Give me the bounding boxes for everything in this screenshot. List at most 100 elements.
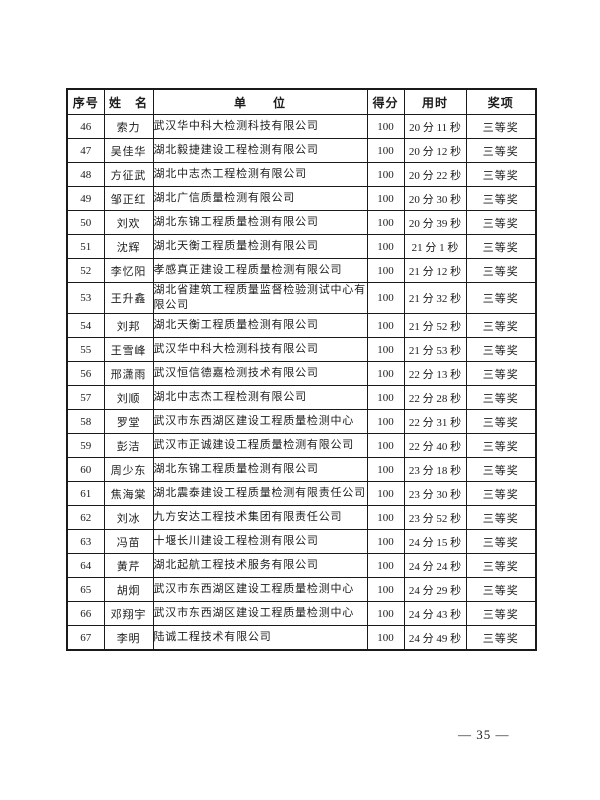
cell-time: 24 分 15 秒 [403, 529, 467, 554]
cell-unit: 武汉市东西湖区建设工程质量检测中心 [152, 409, 368, 434]
cell-score: 100 [366, 505, 405, 530]
cell-serial: 58 [66, 409, 105, 434]
cell-serial: 61 [66, 481, 105, 506]
cell-name: 焦海棠 [103, 481, 154, 506]
cell-serial: 67 [66, 625, 105, 651]
table-row: 53 王升鑫 湖北省建筑工程质量监督检验测试中心有限公司 100 21 分 32… [66, 282, 537, 314]
cell-award: 三等奖 [465, 234, 537, 259]
cell-score: 100 [366, 114, 405, 139]
cell-score: 100 [366, 385, 405, 410]
cell-unit: 湖北毅捷建设工程检测有限公司 [152, 138, 368, 163]
cell-unit: 十堰长川建设工程检测有限公司 [152, 529, 368, 554]
table-row: 64 黄芹 湖北起航工程技术服务有限公司 100 24 分 24 秒 三等奖 [66, 553, 537, 578]
cell-time: 24 分 24 秒 [403, 553, 467, 578]
table-row: 66 邓翔宇 武汉市东西湖区建设工程质量检测中心 100 24 分 43 秒 三… [66, 601, 537, 626]
table-row: 58 罗堂 武汉市东西湖区建设工程质量检测中心 100 22 分 31 秒 三等… [66, 409, 537, 434]
cell-score: 100 [366, 282, 405, 314]
cell-unit: 湖北东锦工程质量检测有限公司 [152, 210, 368, 235]
cell-unit: 湖北中志杰工程检测有限公司 [152, 385, 368, 410]
cell-serial: 46 [66, 114, 105, 139]
cell-time: 21 分 1 秒 [403, 234, 467, 259]
col-header-time: 用时 [403, 88, 467, 115]
cell-serial: 50 [66, 210, 105, 235]
cell-serial: 66 [66, 601, 105, 626]
table-header-row: 序号 姓 名 单 位 得分 用时 奖项 [66, 88, 537, 115]
cell-score: 100 [366, 361, 405, 386]
cell-unit: 九方安达工程技术集团有限责任公司 [152, 505, 368, 530]
cell-name: 索力 [103, 114, 154, 139]
cell-serial: 56 [66, 361, 105, 386]
table-row: 62 刘冰 九方安达工程技术集团有限责任公司 100 23 分 52 秒 三等奖 [66, 505, 537, 530]
cell-unit: 湖北广信质量检测有限公司 [152, 186, 368, 211]
cell-score: 100 [366, 258, 405, 283]
cell-score: 100 [366, 601, 405, 626]
cell-serial: 49 [66, 186, 105, 211]
cell-unit: 湖北中志杰工程检测有限公司 [152, 162, 368, 187]
cell-serial: 55 [66, 337, 105, 362]
cell-name: 胡炯 [103, 577, 154, 602]
cell-time: 24 分 49 秒 [403, 625, 467, 651]
table-row: 59 彭洁 武汉市正诚建设工程质量检测有限公司 100 22 分 40 秒 三等… [66, 433, 537, 458]
cell-unit: 陆诚工程技术有限公司 [152, 625, 368, 651]
cell-unit: 湖北起航工程技术服务有限公司 [152, 553, 368, 578]
cell-time: 21 分 52 秒 [403, 313, 467, 338]
cell-unit: 湖北震泰建设工程质量检测有限责任公司 [152, 481, 368, 506]
cell-score: 100 [366, 409, 405, 434]
cell-time: 20 分 39 秒 [403, 210, 467, 235]
cell-award: 三等奖 [465, 337, 537, 362]
cell-award: 三等奖 [465, 162, 537, 187]
cell-name: 邹正红 [103, 186, 154, 211]
cell-name: 邓翔宇 [103, 601, 154, 626]
cell-serial: 62 [66, 505, 105, 530]
cell-time: 22 分 28 秒 [403, 385, 467, 410]
cell-score: 100 [366, 186, 405, 211]
cell-award: 三等奖 [465, 258, 537, 283]
cell-award: 三等奖 [465, 601, 537, 626]
cell-award: 三等奖 [465, 505, 537, 530]
cell-time: 21 分 12 秒 [403, 258, 467, 283]
cell-unit: 武汉恒信德嘉检测技术有限公司 [152, 361, 368, 386]
cell-unit: 武汉华中科大检测科技有限公司 [152, 114, 368, 139]
col-header-score: 得分 [366, 88, 405, 115]
cell-name: 沈辉 [103, 234, 154, 259]
cell-name: 周少东 [103, 457, 154, 482]
table-row: 52 李忆阳 孝感真正建设工程质量检测有限公司 100 21 分 12 秒 三等… [66, 258, 537, 283]
cell-award: 三等奖 [465, 210, 537, 235]
cell-unit: 武汉市东西湖区建设工程质量检测中心 [152, 577, 368, 602]
cell-score: 100 [366, 162, 405, 187]
table-row: 60 周少东 湖北东锦工程质量检测有限公司 100 23 分 18 秒 三等奖 [66, 457, 537, 482]
cell-time: 21 分 32 秒 [403, 282, 467, 314]
table-row: 67 李明 陆诚工程技术有限公司 100 24 分 49 秒 三等奖 [66, 625, 537, 651]
table-row: 54 刘邦 湖北天衡工程质量检测有限公司 100 21 分 52 秒 三等奖 [66, 313, 537, 338]
cell-time: 23 分 18 秒 [403, 457, 467, 482]
table-row: 51 沈辉 湖北天衡工程质量检测有限公司 100 21 分 1 秒 三等奖 [66, 234, 537, 259]
table-row: 50 刘欢 湖北东锦工程质量检测有限公司 100 20 分 39 秒 三等奖 [66, 210, 537, 235]
cell-award: 三等奖 [465, 313, 537, 338]
cell-score: 100 [366, 577, 405, 602]
cell-score: 100 [366, 234, 405, 259]
results-table-body: 46 索力 武汉华中科大检测科技有限公司 100 20 分 11 秒 三等奖 4… [66, 114, 537, 651]
table-row: 55 王雪峰 武汉华中科大检测科技有限公司 100 21 分 53 秒 三等奖 [66, 337, 537, 362]
cell-name: 李明 [103, 625, 154, 651]
cell-serial: 63 [66, 529, 105, 554]
cell-score: 100 [366, 313, 405, 338]
col-header-serial: 序号 [66, 88, 105, 115]
cell-time: 20 分 11 秒 [403, 114, 467, 139]
cell-name: 李忆阳 [103, 258, 154, 283]
table-row: 65 胡炯 武汉市东西湖区建设工程质量检测中心 100 24 分 29 秒 三等… [66, 577, 537, 602]
cell-name: 刘欢 [103, 210, 154, 235]
table-row: 57 刘顺 湖北中志杰工程检测有限公司 100 22 分 28 秒 三等奖 [66, 385, 537, 410]
cell-serial: 57 [66, 385, 105, 410]
cell-score: 100 [366, 553, 405, 578]
cell-award: 三等奖 [465, 114, 537, 139]
cell-award: 三等奖 [465, 138, 537, 163]
table-row: 63 冯苗 十堰长川建设工程检测有限公司 100 24 分 15 秒 三等奖 [66, 529, 537, 554]
cell-score: 100 [366, 529, 405, 554]
cell-award: 三等奖 [465, 385, 537, 410]
cell-name: 吴佳华 [103, 138, 154, 163]
cell-award: 三等奖 [465, 553, 537, 578]
results-table: 序号 姓 名 单 位 得分 用时 奖项 46 索力 武汉华中科大检测科技有限公司… [66, 88, 537, 651]
cell-score: 100 [366, 210, 405, 235]
cell-unit: 孝感真正建设工程质量检测有限公司 [152, 258, 368, 283]
